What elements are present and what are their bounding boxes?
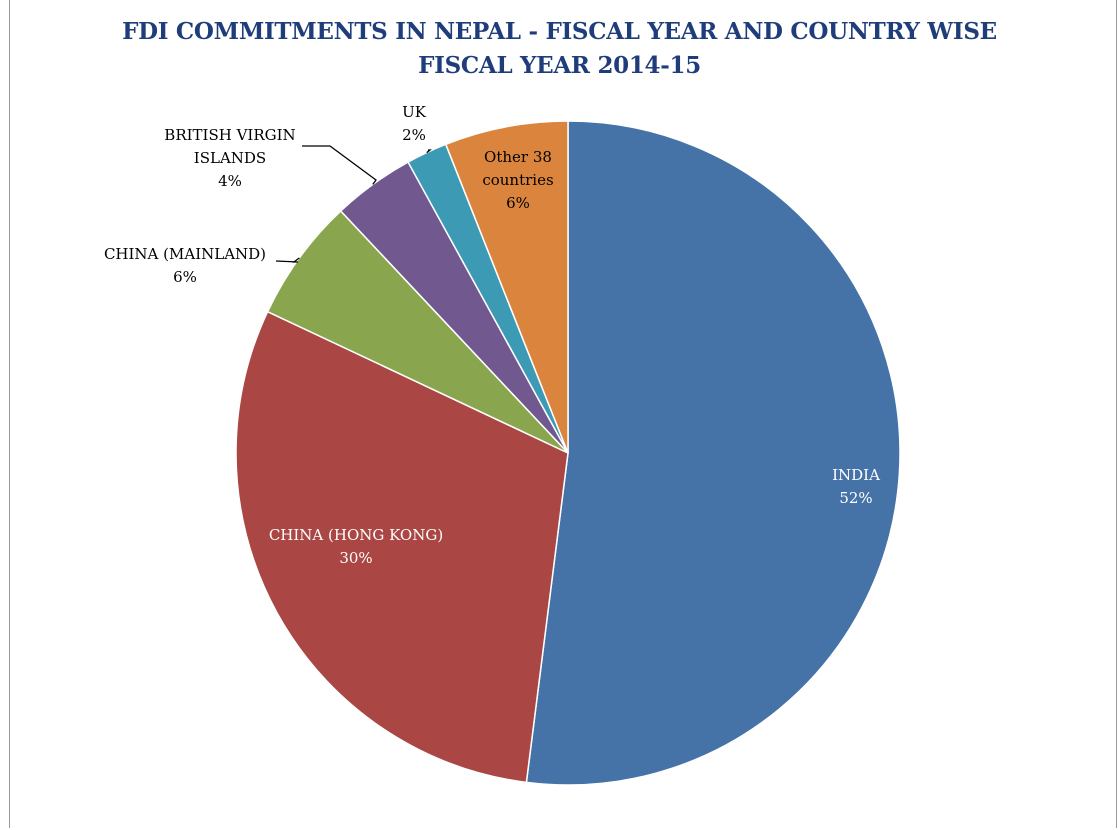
slice-name-label-uk: UK — [402, 103, 427, 121]
slice-value-label-other-38-countries: 6% — [506, 194, 530, 212]
slice-name-label-china-mainland: CHINA (MAINLAND) — [104, 245, 266, 263]
slice-name-label-china-hong-kong: CHINA (HONG KONG) — [269, 526, 443, 544]
leader-line-british-virgin-islands — [302, 145, 377, 185]
leader-line-china-mainland — [275, 257, 300, 263]
chart-frame — [9, 0, 1117, 828]
pie-slice-china-mainland — [266, 209, 569, 454]
pie-slice-china-hong-kong — [235, 310, 569, 784]
slice-name-label-india: INDIA — [832, 466, 880, 484]
slice-name-label-other-38-countries: countries — [482, 171, 553, 189]
chart-title: FDI COMMITMENTS IN NEPAL - FISCAL YEAR A… — [122, 18, 997, 45]
slice-value-label-china-hong-kong: 30% — [339, 549, 372, 567]
slice-name-label-british-virgin-islands: BRITISH VIRGIN — [164, 126, 295, 144]
slice-value-label-uk: 2% — [402, 126, 426, 144]
slice-value-label-british-virgin-islands: 4% — [218, 172, 242, 190]
pie-slice-other-38-countries — [444, 120, 569, 454]
slice-value-label-india: 52% — [839, 489, 872, 507]
slice-name-label-other-38-countries: Other 38 — [484, 148, 552, 166]
chart-subtitle: FISCAL YEAR 2014-15 — [418, 52, 701, 79]
slice-name-label-british-virgin-islands: ISLANDS — [194, 149, 266, 167]
slice-value-label-china-mainland: 6% — [173, 268, 197, 286]
pie-slice-india — [525, 120, 901, 786]
leader-line-uk — [426, 149, 432, 154]
